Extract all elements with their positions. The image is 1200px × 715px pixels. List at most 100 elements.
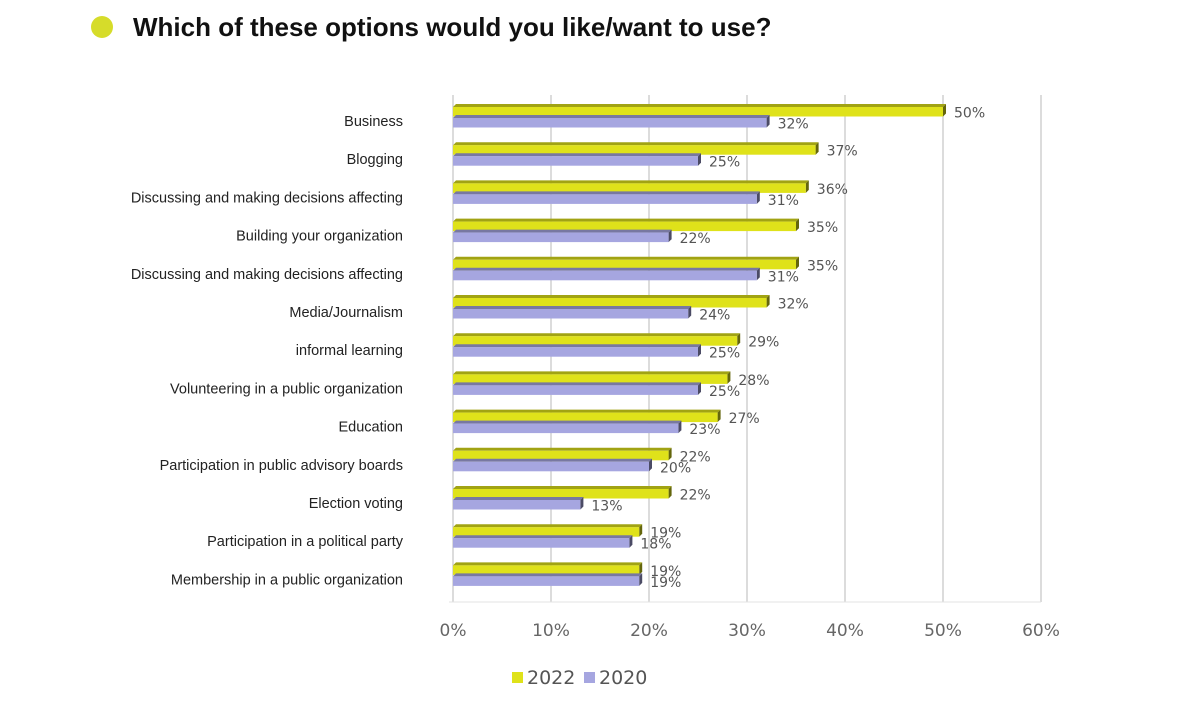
bar-2022 <box>453 183 806 193</box>
bar-top-face <box>453 218 799 222</box>
bar-side-face <box>639 562 643 575</box>
bar-2022 <box>453 336 738 346</box>
data-label: 13% <box>591 499 622 515</box>
bar-2022 <box>453 298 767 308</box>
category-label: Volunteering in a public organization <box>170 381 403 397</box>
bar-side-face <box>756 267 760 281</box>
bar-top-face <box>453 409 721 413</box>
bar-side-face <box>678 420 682 434</box>
bar-side-face <box>796 218 799 232</box>
bar-top-face <box>453 256 799 260</box>
bar-side-face <box>580 497 584 510</box>
bar-top-face <box>453 295 770 298</box>
legend-label: 2022 <box>527 667 575 689</box>
bar-side-face <box>668 486 672 499</box>
data-label: 18% <box>640 537 671 553</box>
category-label: Membership in a public organization <box>171 572 403 588</box>
bar-2020 <box>453 270 757 281</box>
bar-side-face <box>717 409 721 423</box>
bar-top-face <box>453 306 692 309</box>
bar-2022 <box>453 107 943 117</box>
x-tick-label: 40% <box>826 621 864 641</box>
legend-swatch-2020 <box>584 672 595 683</box>
x-tick-label: 50% <box>924 621 962 641</box>
data-label: 35% <box>807 258 838 274</box>
category-label: Business <box>344 114 403 130</box>
bars <box>453 104 946 586</box>
x-tick-label: 20% <box>630 621 668 641</box>
bar-2020 <box>453 232 669 243</box>
data-label: 31% <box>768 269 799 285</box>
category-label: Media/Journalism <box>289 305 403 321</box>
bar-side-face <box>698 344 701 357</box>
data-label: 25% <box>709 384 740 400</box>
bar-top-face <box>453 142 819 146</box>
bar-2020 <box>453 118 767 128</box>
category-label: Discussing and making decisions affectin… <box>131 267 403 283</box>
bar-top-face <box>453 535 633 539</box>
bar-top-face <box>453 382 701 386</box>
data-label: 50% <box>954 106 985 122</box>
data-label: 23% <box>689 422 720 438</box>
bar-2020 <box>453 194 757 204</box>
x-tick-label: 0% <box>440 621 467 641</box>
bar-top-face <box>453 458 652 462</box>
bar-2022 <box>453 259 796 270</box>
data-label: 36% <box>817 182 848 198</box>
bar-top-face <box>453 115 770 118</box>
data-label: 19% <box>650 575 681 591</box>
bar-top-face <box>453 229 672 233</box>
category-label: Education <box>339 420 404 436</box>
bar-top-face <box>453 267 760 271</box>
chart-title: Which of these options would you like/wa… <box>133 12 772 42</box>
x-tick-label: 60% <box>1022 621 1060 641</box>
bar-top-face <box>453 371 731 375</box>
bar-side-face <box>727 371 731 384</box>
bar-top-face <box>453 497 584 500</box>
bar-2022 <box>453 527 640 537</box>
data-label: 35% <box>807 220 838 236</box>
bar-2020 <box>453 423 679 434</box>
bar-side-face <box>815 142 819 155</box>
bar-2020 <box>453 576 640 586</box>
legend-swatch-2022 <box>512 672 523 683</box>
bar-2022 <box>453 450 669 461</box>
bar-top-face <box>453 191 760 195</box>
bar-top-face <box>453 573 643 577</box>
data-label: 25% <box>709 155 740 171</box>
bar-2020 <box>453 538 630 548</box>
bar-2020 <box>453 461 649 472</box>
data-label: 27% <box>729 411 760 427</box>
legend: 2022 2020 <box>512 667 647 689</box>
bar-side-face <box>756 191 760 204</box>
bar-top-face <box>453 344 701 348</box>
bar-top-face <box>453 562 643 566</box>
bar-2020 <box>453 156 698 166</box>
bar-side-face <box>766 295 770 308</box>
data-label: 24% <box>699 308 730 324</box>
data-label: 25% <box>709 346 740 362</box>
bar-side-face <box>766 115 770 128</box>
data-label: 37% <box>827 144 858 160</box>
bar-side-face <box>629 535 633 548</box>
bar-2022 <box>453 565 640 575</box>
category-label: Participation in a political party <box>207 534 404 550</box>
bar-2020 <box>453 385 698 395</box>
bar-top-face <box>453 180 809 184</box>
bar-top-face <box>453 524 643 528</box>
labels: 0% 10% 20% 30% 40% 50% 60% Business 50% 32% Bloggi… <box>131 106 1060 642</box>
bar-top-face <box>453 420 682 424</box>
x-tick-label: 30% <box>728 621 766 641</box>
data-label: 19% <box>650 526 681 542</box>
bar-top-face <box>453 486 672 489</box>
bar-2022 <box>453 145 816 155</box>
category-label: Discussing and making decisions affectin… <box>131 190 403 206</box>
data-label: 22% <box>680 488 711 504</box>
category-label: Participation in public advisory boards <box>160 458 403 474</box>
bar-2022 <box>453 374 728 384</box>
category-label: Blogging <box>347 152 403 168</box>
bar-side-face <box>649 458 652 472</box>
data-label: 22% <box>680 231 711 247</box>
bar-side-face <box>737 333 741 346</box>
bar-2022 <box>453 489 669 499</box>
